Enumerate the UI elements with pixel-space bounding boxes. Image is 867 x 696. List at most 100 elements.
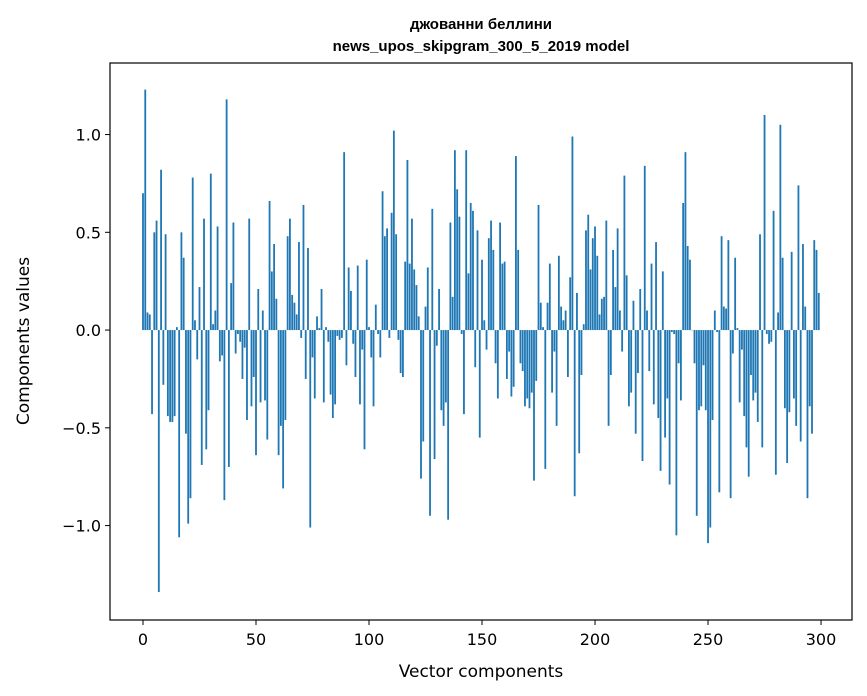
bar bbox=[666, 330, 669, 399]
bar bbox=[173, 330, 176, 417]
bar bbox=[178, 330, 181, 538]
bar bbox=[198, 287, 201, 331]
bar bbox=[227, 330, 230, 467]
bar bbox=[411, 218, 413, 331]
chart-title-line-1: джованни беллини bbox=[410, 16, 552, 33]
bar bbox=[668, 330, 671, 485]
bar bbox=[307, 247, 309, 331]
bar bbox=[637, 330, 639, 374]
bar bbox=[750, 330, 752, 376]
bar bbox=[727, 240, 730, 331]
bar bbox=[153, 232, 156, 331]
bar bbox=[327, 330, 330, 342]
bar bbox=[505, 330, 508, 379]
bar bbox=[270, 271, 273, 331]
bar bbox=[374, 304, 377, 331]
bar bbox=[345, 330, 348, 366]
bar bbox=[282, 330, 285, 489]
bar bbox=[632, 300, 635, 331]
bar bbox=[704, 330, 707, 411]
bar bbox=[359, 330, 361, 405]
bar bbox=[695, 330, 698, 516]
bar bbox=[752, 330, 755, 401]
x-tick-label: 50 bbox=[246, 630, 266, 649]
bar bbox=[594, 226, 596, 331]
bar bbox=[587, 214, 590, 331]
bar bbox=[293, 302, 296, 331]
bar bbox=[243, 330, 246, 348]
bar bbox=[250, 330, 253, 407]
x-tick-label: 300 bbox=[806, 630, 837, 649]
bar bbox=[164, 234, 167, 331]
bar bbox=[223, 330, 226, 501]
bar bbox=[340, 330, 343, 338]
bar bbox=[478, 330, 481, 438]
bar bbox=[813, 240, 816, 331]
bar bbox=[451, 296, 454, 331]
bar bbox=[329, 330, 332, 395]
bar bbox=[754, 330, 757, 393]
bar bbox=[815, 249, 818, 331]
bar bbox=[404, 261, 407, 331]
bar bbox=[650, 263, 653, 331]
bar bbox=[465, 150, 468, 331]
bar bbox=[639, 289, 642, 331]
bar bbox=[804, 306, 807, 331]
x-axis: 0 50 100 150 200 250 300 bbox=[138, 620, 836, 649]
bar bbox=[289, 218, 291, 331]
bar bbox=[182, 257, 185, 331]
bar bbox=[566, 330, 569, 377]
bar bbox=[745, 330, 748, 448]
bar bbox=[743, 330, 746, 417]
bar bbox=[444, 330, 447, 403]
bar bbox=[377, 330, 379, 334]
bar bbox=[582, 324, 585, 331]
bar bbox=[591, 238, 594, 331]
bar bbox=[530, 330, 533, 393]
x-tick-label: 200 bbox=[580, 630, 611, 649]
bar bbox=[309, 330, 312, 528]
bar bbox=[564, 310, 567, 331]
bar bbox=[607, 330, 610, 426]
bar bbox=[657, 330, 660, 419]
bar bbox=[169, 330, 172, 422]
bar bbox=[318, 328, 321, 331]
bar bbox=[628, 330, 630, 407]
x-tick-label: 100 bbox=[354, 630, 385, 649]
bar bbox=[736, 328, 739, 331]
bar bbox=[517, 249, 520, 331]
bar bbox=[535, 330, 538, 381]
bar bbox=[386, 228, 388, 331]
x-tick-label: 250 bbox=[693, 630, 724, 649]
bar bbox=[257, 289, 260, 331]
bar bbox=[677, 330, 680, 364]
bar bbox=[738, 330, 741, 403]
x-axis-label: Vector components bbox=[399, 662, 564, 682]
bar bbox=[533, 330, 535, 481]
bar bbox=[616, 228, 619, 331]
bar bbox=[503, 261, 506, 331]
bar bbox=[718, 330, 721, 493]
bar bbox=[399, 330, 402, 374]
bar bbox=[526, 330, 529, 399]
bar bbox=[298, 242, 300, 331]
bar bbox=[175, 327, 178, 331]
bar bbox=[720, 236, 723, 331]
bar bbox=[684, 152, 687, 331]
bar bbox=[160, 169, 162, 331]
bar bbox=[463, 330, 465, 415]
bar bbox=[266, 330, 269, 440]
bar bbox=[659, 330, 662, 471]
bar bbox=[438, 289, 440, 331]
bar bbox=[729, 330, 732, 499]
bar bbox=[316, 316, 318, 331]
y-tick-label: 0.0 bbox=[76, 321, 101, 340]
bar bbox=[320, 289, 323, 331]
bar bbox=[508, 330, 511, 352]
bar bbox=[772, 210, 775, 331]
bar bbox=[435, 330, 438, 346]
bar bbox=[741, 330, 743, 350]
bar bbox=[144, 89, 147, 331]
bar bbox=[203, 218, 205, 331]
bar bbox=[817, 292, 820, 331]
